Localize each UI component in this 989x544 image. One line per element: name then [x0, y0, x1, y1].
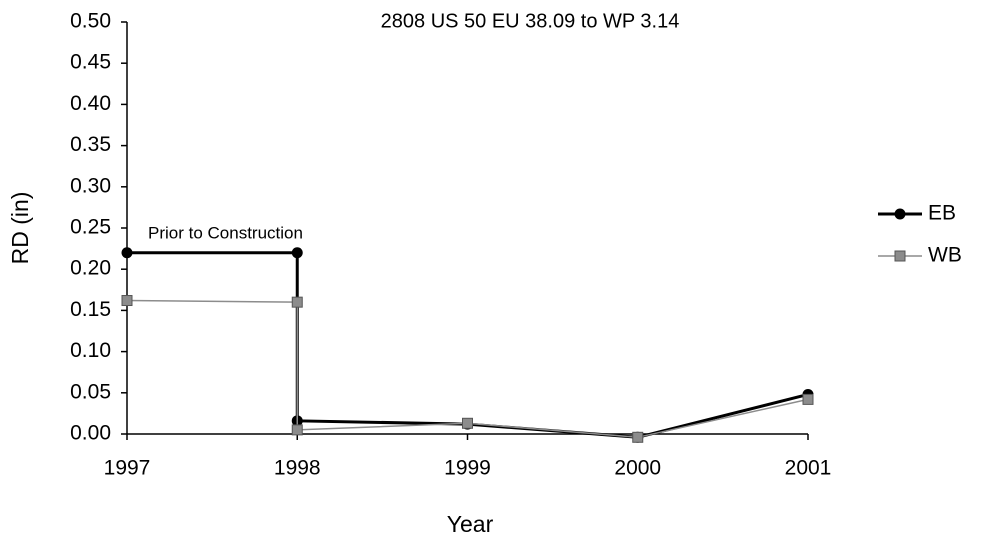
data-point: [291, 424, 303, 436]
y-axis-label: RD (in): [7, 192, 33, 265]
y-tick-label: 0.20: [70, 257, 111, 280]
data-point: [632, 431, 644, 443]
x-tick-label: 2000: [614, 457, 661, 480]
data-point: [802, 393, 814, 405]
y-tick-label: 0.05: [70, 380, 111, 403]
chart-title: 2808 US 50 EU 38.09 to WP 3.14: [381, 10, 680, 32]
x-tick-label: 1998: [274, 457, 321, 480]
y-tick-label: 0.45: [70, 51, 111, 74]
legend-label: WB: [928, 244, 962, 267]
x-tick-label: 1999: [444, 457, 491, 480]
legend-label: EB: [928, 202, 956, 225]
annotation: Prior to Construction: [148, 223, 303, 242]
y-tick-label: 0.00: [70, 422, 111, 445]
data-point: [291, 247, 303, 259]
data-point: [462, 417, 473, 429]
x-axis-label: Year: [447, 511, 494, 537]
data-point: [291, 296, 303, 308]
x-tick-label: 1997: [104, 457, 151, 480]
y-tick-label: 0.15: [70, 298, 111, 321]
series-line: [126, 299, 809, 439]
x-tick-label: 2001: [785, 457, 832, 480]
y-tick-label: 0.35: [70, 133, 111, 156]
y-tick-label: 0.25: [70, 216, 111, 239]
y-tick-label: 0.30: [70, 174, 111, 197]
y-tick-label: 0.10: [70, 339, 111, 362]
legend-marker: [894, 208, 906, 220]
legend-marker: [894, 250, 906, 262]
data-point: [121, 247, 133, 259]
data-point: [121, 295, 133, 307]
series-line: [127, 251, 809, 439]
y-tick-label: 0.40: [70, 92, 111, 115]
y-tick-label: 0.50: [70, 10, 111, 33]
